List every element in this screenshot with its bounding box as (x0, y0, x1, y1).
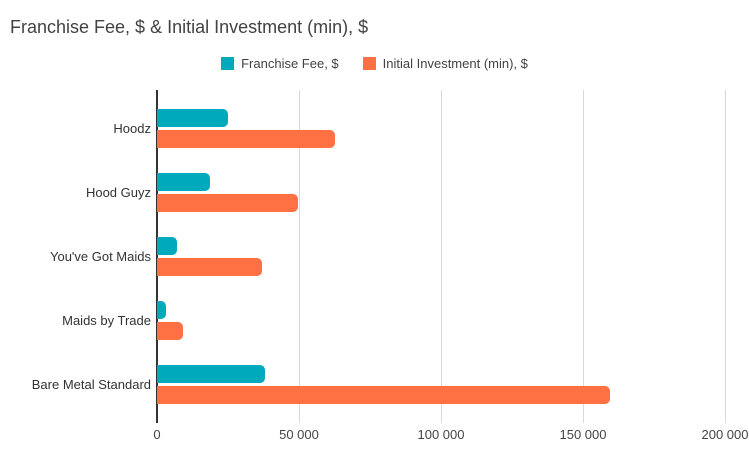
gridline (583, 90, 584, 423)
gridline (441, 90, 442, 423)
bar-initial-investment[interactable] (157, 194, 298, 212)
category-label: Hoodz (113, 121, 151, 136)
legend-item-franchise-fee[interactable]: Franchise Fee, $ (221, 56, 339, 71)
bar-franchise-fee[interactable] (157, 365, 265, 383)
bar-franchise-fee[interactable] (157, 173, 210, 191)
category-label: Bare Metal Standard (31, 377, 151, 392)
bar-initial-investment[interactable] (157, 386, 610, 404)
bar-initial-investment[interactable] (157, 322, 183, 340)
legend: Franchise Fee, $ Initial Investment (min… (0, 56, 749, 71)
x-tick-label: 50 000 (279, 427, 319, 442)
x-tick-label: 0 (153, 427, 161, 442)
category-label: Maids by Trade (62, 313, 151, 328)
bar-franchise-fee[interactable] (157, 109, 228, 127)
category-label: You've Got Maids (49, 249, 151, 264)
gridline (725, 90, 726, 423)
category-label: Hood Guyz (85, 185, 151, 200)
legend-item-initial-investment[interactable]: Initial Investment (min), $ (362, 56, 528, 71)
bar-initial-investment[interactable] (157, 130, 335, 148)
x-axis-zero-line (156, 90, 158, 423)
legend-label-initial-investment: Initial Investment (min), $ (382, 56, 528, 71)
x-tick-label: 150 000 (559, 427, 607, 442)
x-tick-label: 100 000 (417, 427, 465, 442)
bar-initial-investment[interactable] (157, 258, 262, 276)
gridline (299, 90, 300, 423)
legend-swatch-franchise-fee-icon (221, 57, 235, 70)
legend-swatch-initial-investment-icon (362, 57, 376, 70)
x-tick-label: 200 000 (701, 427, 749, 442)
legend-label-franchise-fee: Franchise Fee, $ (241, 56, 339, 71)
bar-franchise-fee[interactable] (157, 237, 177, 255)
chart-title: Franchise Fee, $ & Initial Investment (m… (10, 17, 369, 37)
bar-franchise-fee[interactable] (157, 301, 166, 319)
